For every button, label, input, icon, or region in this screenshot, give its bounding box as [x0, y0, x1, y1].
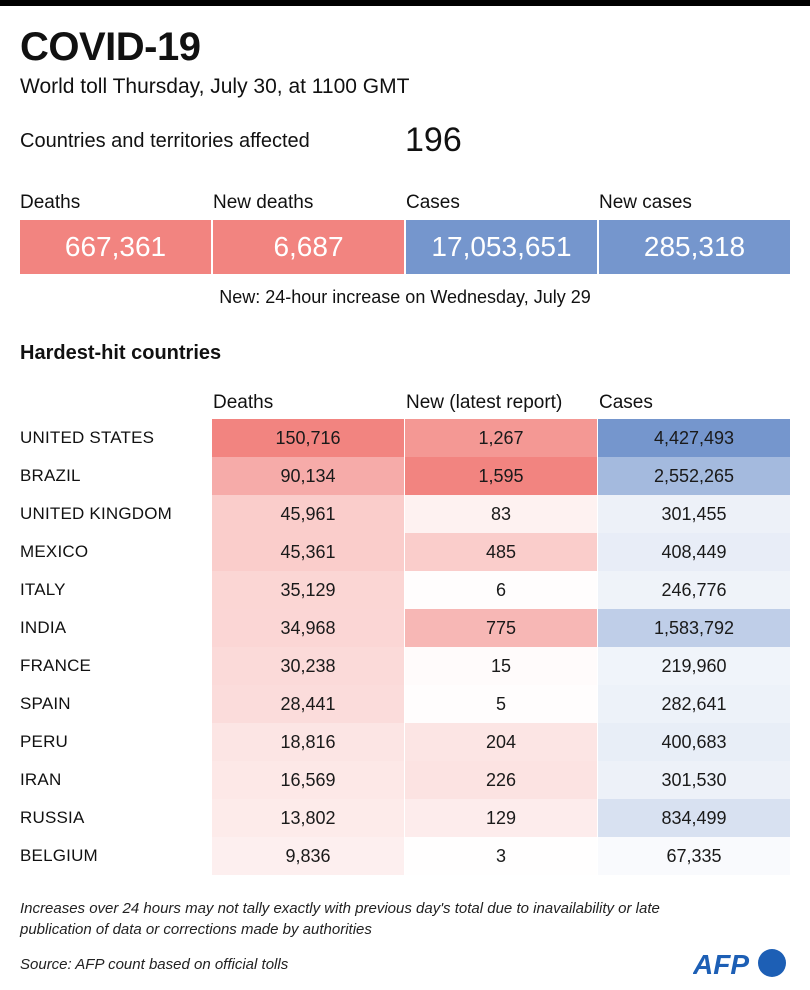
deaths-cell: 16,569 [212, 761, 404, 799]
cases-cell: 301,530 [598, 761, 790, 799]
cases-cell: 4,427,493 [598, 419, 790, 457]
deaths-cell: 45,361 [212, 533, 404, 571]
deaths-cell: 18,816 [212, 723, 404, 761]
subtitle: World toll Thursday, July 30, at 1100 GM… [20, 75, 410, 98]
kpi-label-new-deaths: New deaths [213, 192, 314, 213]
kpi-label-cases: Cases [406, 192, 460, 213]
table-row: RUSSIA 13,802 129 834,499 [0, 799, 810, 837]
table-row: PERU 18,816 204 400,683 [0, 723, 810, 761]
country-name: UNITED KINGDOM [20, 504, 173, 523]
country-name: SPAIN [20, 694, 71, 713]
page-title: COVID-19 [20, 25, 201, 69]
new-deaths-cell: 1,595 [405, 457, 597, 495]
cases-cell: 246,776 [598, 571, 790, 609]
cases-cell: 408,449 [598, 533, 790, 571]
kpi-row: 667,361 6,687 17,053,651 285,318 [20, 220, 790, 274]
cases-cell: 219,960 [598, 647, 790, 685]
new-deaths-cell: 83 [405, 495, 597, 533]
cases-cell: 834,499 [598, 799, 790, 837]
new-deaths-cell: 3 [405, 837, 597, 875]
cases-cell: 282,641 [598, 685, 790, 723]
deaths-cell: 45,961 [212, 495, 404, 533]
afp-logo: AFP [693, 949, 786, 980]
table-row: ITALY 35,129 6 246,776 [0, 571, 810, 609]
new-deaths-cell: 5 [405, 685, 597, 723]
afp-logo-text: AFP [693, 949, 749, 980]
deaths-cell: 28,441 [212, 685, 404, 723]
afp-logo-circle [758, 949, 786, 977]
kpi-note: New: 24-hour increase on Wednesday, July… [219, 287, 591, 307]
deaths-cell: 30,238 [212, 647, 404, 685]
cases-cell: 1,583,792 [598, 609, 790, 647]
country-name: ITALY [20, 580, 66, 599]
new-deaths-cell: 204 [405, 723, 597, 761]
table-row: BRAZIL 90,134 1,595 2,552,265 [0, 457, 810, 495]
deaths-cell: 150,716 [212, 419, 404, 457]
country-name: RUSSIA [20, 808, 85, 827]
cases-cell: 301,455 [598, 495, 790, 533]
new-deaths-cell: 15 [405, 647, 597, 685]
source-note: Source: AFP count based on official toll… [20, 956, 289, 973]
table-row: SPAIN 28,441 5 282,641 [0, 685, 810, 723]
section-title: Hardest-hit countries [20, 342, 222, 364]
country-name: INDIA [20, 618, 67, 637]
kpi-label-new-cases: New cases [599, 192, 692, 213]
deaths-cell: 13,802 [212, 799, 404, 837]
deaths-cell: 90,134 [212, 457, 404, 495]
country-name: PERU [20, 732, 69, 751]
column-header-cases: Cases [599, 392, 653, 413]
deaths-cell: 9,836 [212, 837, 404, 875]
deaths-cell: 35,129 [212, 571, 404, 609]
kpi-deaths: 667,361 [20, 220, 211, 274]
country-name: BRAZIL [20, 466, 81, 485]
cases-cell: 400,683 [598, 723, 790, 761]
affected-value: 196 [405, 121, 462, 159]
table-row: UNITED KINGDOM 45,961 83 301,455 [0, 495, 810, 533]
country-name: IRAN [20, 770, 62, 789]
kpi-label-deaths: Deaths [20, 192, 81, 213]
country-name: UNITED STATES [20, 428, 155, 447]
kpi-labels: Deaths New deaths Cases New cases [20, 190, 790, 216]
top-rule [0, 0, 810, 6]
footnote: Increases over 24 hours may not tally ex… [20, 900, 660, 938]
kpi-cases: 17,053,651 [406, 220, 597, 274]
table-row: MEXICO 45,361 485 408,449 [0, 533, 810, 571]
new-deaths-cell: 226 [405, 761, 597, 799]
column-header-deaths: Deaths [213, 392, 274, 413]
new-deaths-cell: 6 [405, 571, 597, 609]
column-header-new: New (latest report) [406, 392, 563, 413]
new-deaths-cell: 485 [405, 533, 597, 571]
table-row: IRAN 16,569 226 301,530 [0, 761, 810, 799]
table-row: BELGIUM 9,836 3 67,335 [0, 837, 810, 875]
table-row: INDIA 34,968 775 1,583,792 [0, 609, 810, 647]
kpi-new-cases: 285,318 [599, 220, 790, 274]
new-deaths-cell: 129 [405, 799, 597, 837]
table-row: FRANCE 30,238 15 219,960 [0, 647, 810, 685]
cases-cell: 67,335 [598, 837, 790, 875]
new-deaths-cell: 775 [405, 609, 597, 647]
table-row: UNITED STATES 150,716 1,267 4,427,493 [0, 419, 810, 457]
cases-cell: 2,552,265 [598, 457, 790, 495]
kpi-new-deaths: 6,687 [213, 220, 404, 274]
deaths-cell: 34,968 [212, 609, 404, 647]
new-deaths-cell: 1,267 [405, 419, 597, 457]
country-name: FRANCE [20, 656, 92, 675]
affected-label: Countries and territories affected [20, 130, 310, 152]
country-name: BELGIUM [20, 846, 98, 865]
country-name: MEXICO [20, 542, 89, 561]
